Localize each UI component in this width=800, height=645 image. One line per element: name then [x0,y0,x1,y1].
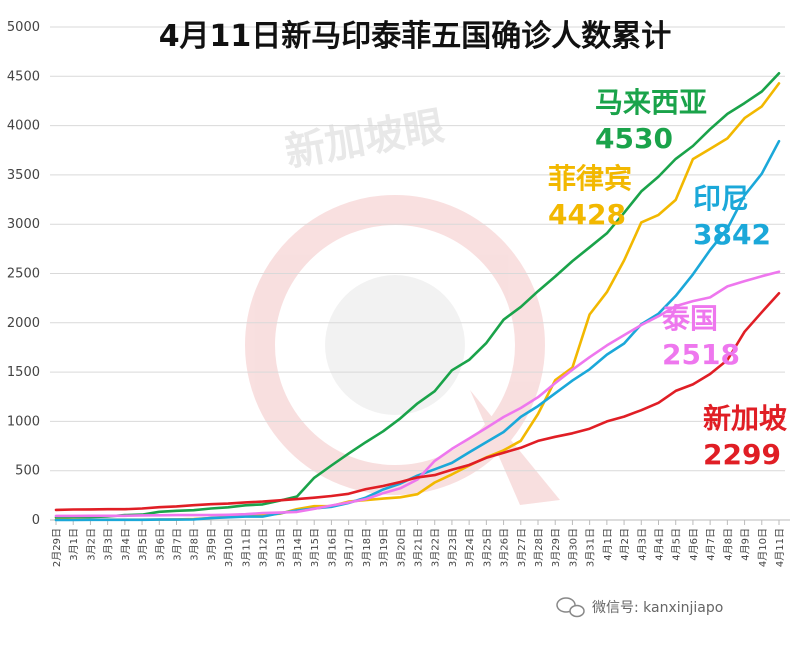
footer: 微信号: kanxinjiapo [556,597,723,618]
y-tick-label: 5000 [7,20,40,35]
y-tick-label: 4000 [7,119,40,134]
x-tick-label: 3月6日 [154,528,166,561]
footer-text: 微信号: kanxinjiapo [592,600,723,616]
series-name-label: 马来西亚 [595,86,707,119]
x-tick-label: 3月17日 [344,528,356,567]
y-axis: 0 500 1000 1500 2000 2500 3000 3500 4000 4500 5000 [7,20,40,528]
x-tick-label: 3月25日 [481,528,493,567]
series-line [54,139,781,522]
x-tick-label: 3月27日 [516,528,528,567]
series-line [54,270,781,518]
x-tick-label: 4月5日 [671,528,683,561]
x-tick-label: 3月23日 [447,528,459,567]
y-tick-label: 3500 [7,168,40,183]
series-value-label: 3842 [693,218,771,251]
y-tick-label: 1500 [7,365,40,380]
x-tick-label: 4月2日 [619,528,631,561]
y-tick-label: 2500 [7,267,40,282]
x-tick-label: 3月14日 [292,528,304,567]
x-tick-label: 3月13日 [275,528,287,567]
x-tick-label: 3月24日 [464,528,476,567]
chart-title: 4月11日新马印泰菲五国确诊人数累计 [159,19,672,54]
y-tick-label: 500 [15,464,40,479]
y-tick-label: 4500 [7,69,40,84]
series-name-label: 印尼 [693,182,749,215]
wechat-icon [556,597,585,618]
x-tick-label: 3月7日 [172,528,184,561]
y-tick-label: 1000 [7,414,40,429]
y-tick-label: 2000 [7,316,40,331]
x-tick-label: 3月1日 [68,528,80,561]
x-tick-label: 3月16日 [326,528,338,567]
x-tick-label: 3月26日 [499,528,511,567]
series-name-label: 新加坡 [703,402,787,435]
x-tick-label: 3月29日 [550,528,562,567]
series-line [54,72,781,519]
x-tick-label: 3月9日 [206,528,218,561]
x-tick-label: 3月8日 [189,528,201,561]
x-tick-label: 4月8日 [722,528,734,561]
series-value-label: 4428 [548,198,626,231]
x-tick-label: 4月7日 [705,528,717,561]
x-tick-label: 3月10日 [223,528,235,567]
series-value-label: 2299 [703,438,781,471]
x-tick-label: 3月11日 [240,528,252,567]
x-tick-label: 3月30日 [567,528,579,567]
x-tick-label: 3月5日 [137,528,149,561]
x-tick-label: 4月11日 [774,528,786,567]
x-tick-label: 3月28日 [533,528,545,567]
x-tick-label: 4月9日 [740,528,752,561]
x-tick-label: 3月12日 [258,528,270,567]
x-tick-label: 3月19日 [378,528,390,567]
x-tick-label: 3月21日 [413,528,425,567]
x-tick-label: 2月29日 [51,528,63,567]
y-tick-label: 0 [32,513,40,528]
x-tick-label: 3月31日 [585,528,597,567]
series-value-label: 4530 [595,122,673,155]
x-tick-label: 3月20日 [395,528,407,567]
watermark-text: 新加坡眼 [282,103,448,176]
series-line [54,291,781,512]
x-tick-label: 4月4日 [654,528,666,561]
x-tick-label: 4月10日 [757,528,769,567]
x-tick-label: 4月3日 [636,528,648,561]
x-tick-label: 3月15日 [309,528,321,567]
x-tick-label: 3月3日 [103,528,115,561]
x-tick-label: 4月1日 [602,528,614,561]
series-lines [54,72,781,522]
x-tick-label: 4月6日 [688,528,700,561]
x-tick-label: 3月4日 [120,528,132,561]
x-axis: 2月29日 3月1日 3月2日 3月3日 3月4日 3月5日 3月6日 3月7日 3月8日 3月9… [51,520,786,567]
series-value-label: 2518 [662,338,740,371]
series-name-label: 菲律宾 [548,162,632,195]
series-name-label: 泰国 [662,302,718,335]
y-tick-label: 3000 [7,217,40,232]
x-tick-label: 3月18日 [361,528,373,567]
x-tick-label: 3月22日 [430,528,442,567]
watermark [245,195,560,505]
x-tick-label: 3月2日 [85,528,97,561]
